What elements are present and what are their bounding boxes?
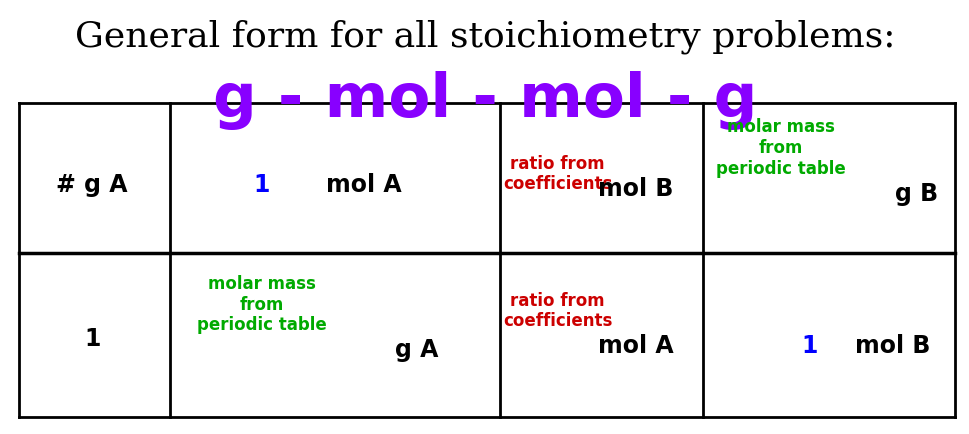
Text: General form for all stoichiometry problems:: General form for all stoichiometry probl… (75, 20, 894, 54)
Text: molar mass
from
periodic table: molar mass from periodic table (715, 118, 845, 178)
Text: 1: 1 (84, 326, 100, 351)
Text: g B: g B (894, 181, 937, 205)
Text: molar mass
from
periodic table: molar mass from periodic table (197, 274, 327, 334)
Text: mol A: mol A (326, 172, 401, 197)
Text: ratio from
coefficients: ratio from coefficients (503, 291, 611, 330)
Text: ratio from
coefficients: ratio from coefficients (503, 154, 611, 193)
Text: mol A: mol A (597, 333, 672, 357)
Text: mol B: mol B (597, 177, 672, 201)
Text: 1: 1 (254, 172, 269, 197)
Text: # g A: # g A (56, 172, 128, 197)
Text: g - mol - mol - g: g - mol - mol - g (212, 70, 757, 129)
Text: g A: g A (395, 337, 438, 362)
Text: mol B: mol B (854, 333, 929, 357)
Text: 1: 1 (801, 333, 817, 357)
